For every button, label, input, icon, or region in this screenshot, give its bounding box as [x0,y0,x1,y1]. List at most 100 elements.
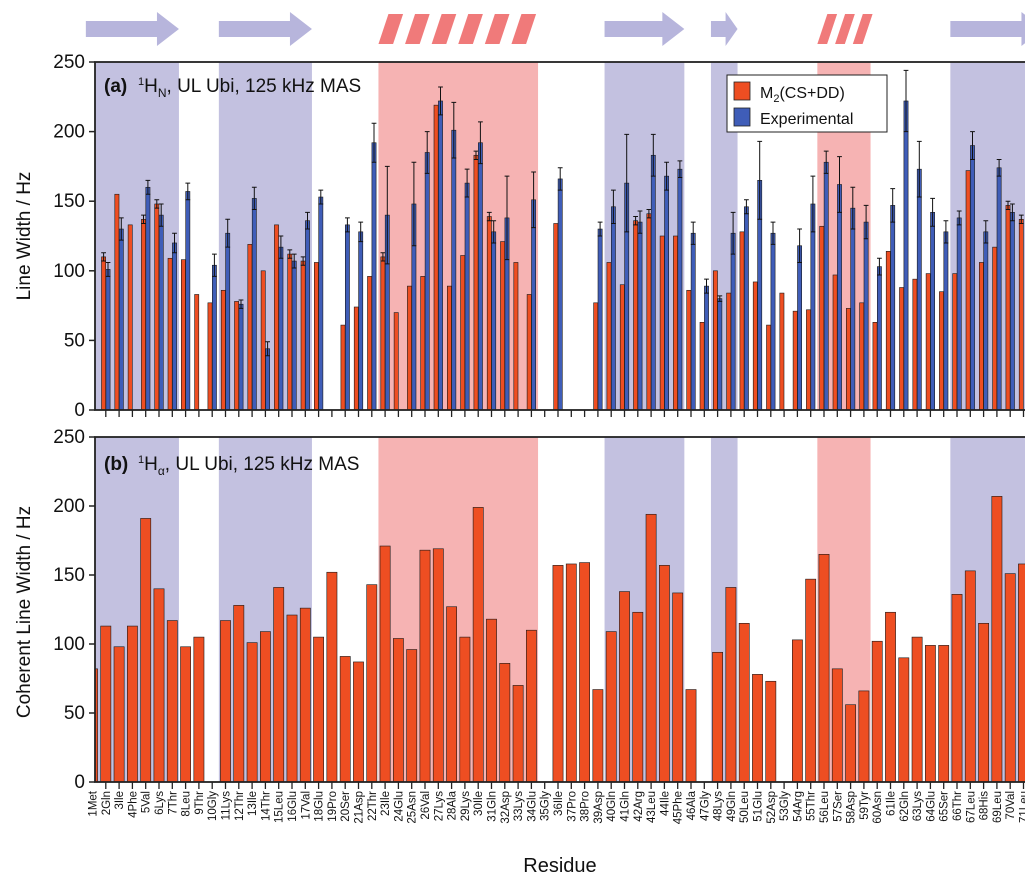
bar-calc-51 [752,674,763,782]
y-tick-label: 0 [74,400,85,421]
bar-exp-63 [916,168,922,410]
y-tick-label: 250 [53,52,85,73]
bar-calc-56 [818,553,830,782]
bar-calc-62 [899,287,904,410]
residue-label: 41Gln [620,791,632,822]
bar-calc-63 [912,278,918,410]
error-bar-32 [504,175,510,261]
error-bar-51 [757,140,763,220]
bar-exp-28 [451,129,457,410]
panel-title: 1HN, UL Ubi, 125 kHz MAS [138,76,361,100]
legend-swatch-calc [733,81,751,101]
bar-calc-17 [299,607,311,782]
y-tick-label: 100 [53,634,85,655]
bar-calc-12 [234,301,239,410]
error-bar-48 [717,295,723,302]
bar-calc-24 [392,638,404,782]
bar-exp-2 [105,269,111,410]
residue-label: 18Glu [314,791,326,822]
residue-label: 22Thr [367,791,379,821]
y-tick-label: 50 [64,703,85,724]
bar-exp-21 [358,231,364,410]
bar-exp-39 [597,228,603,410]
bar-calc-66 [951,594,963,782]
bar-exp-46 [690,232,696,410]
y-axis-label: Coherent Line Width / Hz [14,506,35,718]
error-bar-67 [970,131,975,160]
bar-calc-5 [140,518,152,782]
legend-swatch-exp [733,107,751,127]
residue-label: 61Ile [886,791,898,816]
bar-calc-69 [992,246,998,410]
residue-label: 35Gly [540,791,552,821]
residue-label: 4Phe [127,791,139,818]
bar-exp-66 [956,217,962,410]
bar-calc-58 [845,704,856,782]
error-bar-41 [624,133,630,233]
residue-label: 2Gln [101,791,113,815]
bar-calc-48 [712,651,723,782]
helix-stripe [484,14,510,44]
error-bar-5 [141,214,146,224]
beta-strand-arrow [710,12,738,46]
bar-calc-66 [952,273,958,410]
y-tick-label: 0 [74,772,85,793]
bar-calc-67 [964,570,976,782]
helix-band [378,437,539,782]
residue-label: 69Leu [992,791,1004,823]
error-bar-17 [305,211,310,230]
panel-label: (b) [104,454,128,475]
bar-calc-17 [300,260,306,410]
helix-stripe [511,14,537,44]
bar-calc-3 [114,193,120,410]
legend-box [726,74,888,133]
bar-exp-14 [265,348,270,410]
error-bar-57 [837,156,842,213]
bar-calc-64 [924,645,936,782]
error-bar-36 [557,167,563,191]
bar-calc-70 [1005,205,1011,410]
error-bar-30 [473,150,479,160]
error-bar-43 [646,209,652,219]
residue-label: 53Gly [779,791,791,821]
bar-calc-32 [499,663,511,782]
bar-calc-10 [207,302,213,410]
bar-calc-13 [246,642,258,782]
error-bar-29 [464,168,470,198]
bar-calc-49 [726,292,732,410]
plot-frame [94,61,1025,411]
y-tick-label: 50 [64,330,85,351]
residue-label: 34Glu [526,791,538,822]
residue-label: 27Lys [433,791,445,822]
residue-label: 63Lys [912,791,924,822]
bar-calc-16 [286,614,298,782]
bar-exp-50 [743,206,749,410]
bar-calc-30 [472,507,484,782]
residue-label: 15Leu [274,791,286,823]
residue-label: 11Lys [221,791,233,821]
beta-strand-arrow [604,12,685,46]
bar-exp-59 [863,221,869,410]
error-bar-45 [677,160,683,179]
bar-exp-42 [637,221,643,410]
bar-calc-51 [752,281,758,410]
error-bar-42 [633,216,638,226]
residue-label: 64Glu [925,791,937,822]
error-bar-66 [956,210,962,226]
residue-label: 24Glu [393,791,405,822]
bar-calc-22 [366,584,378,782]
bar-exp-62 [903,100,909,410]
bar-calc-70 [1004,573,1016,782]
helix-stripe [835,14,855,44]
residue-label: 71Leu [1019,791,1025,823]
panel-a: 0 50 100 150 200 250 (a) 1HN, UL Ubi, 125 kHz… [14,52,1025,421]
bar-exp-8 [185,191,191,410]
bar-calc-14 [260,270,266,410]
error-bar-23 [384,165,390,265]
bar-calc-71 [1018,218,1024,410]
bar-calc-42 [632,611,644,782]
residue-label: 7Thr [167,791,179,815]
bar-calc-61 [885,611,896,782]
bar-calc-25 [407,285,412,410]
